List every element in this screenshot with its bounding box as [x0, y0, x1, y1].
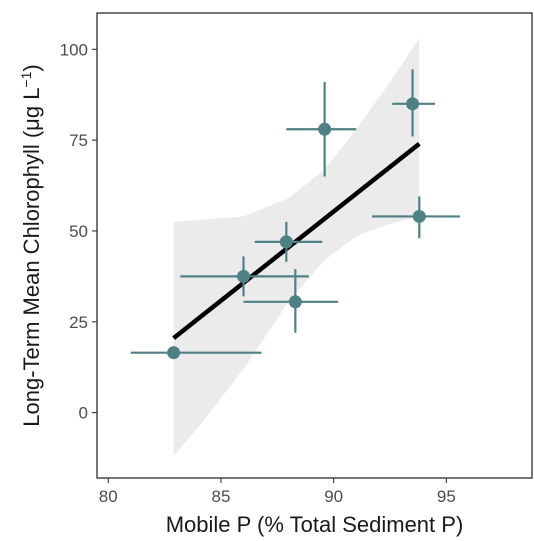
y-tick-label: 75: [69, 131, 88, 150]
x-axis-title: Mobile P (% Total Sediment P): [166, 512, 464, 537]
y-axis-title-close: ): [19, 64, 44, 71]
y-axis-title-main: Long-Term Mean Chlorophyll (μg L: [19, 88, 44, 427]
y-tick-label: 0: [79, 404, 88, 423]
confidence-band: [173, 38, 420, 457]
data-point-layer: [167, 97, 426, 360]
y-tick-label: 100: [60, 40, 88, 59]
plot-panel-border: [96, 12, 533, 479]
data-point: [279, 235, 293, 249]
axis-ticks-layer: 80 85 90 95 0 25 50 75 100: [60, 40, 456, 506]
data-point: [167, 346, 181, 360]
x-tick-label: 85: [212, 487, 231, 506]
data-point: [237, 269, 251, 283]
y-axis-title: Long-Term Mean Chlorophyll (μg L−1): [18, 64, 44, 426]
confidence-band-layer: [173, 38, 420, 457]
y-axis-title-superscript: −1: [18, 71, 34, 87]
x-tick-label: 90: [324, 487, 343, 506]
x-tick-label: 95: [437, 487, 456, 506]
data-point: [318, 122, 332, 136]
data-point: [412, 209, 426, 223]
data-point: [406, 97, 420, 111]
y-tick-label: 25: [69, 313, 88, 332]
x-tick-label: 80: [99, 487, 118, 506]
y-tick-label: 50: [69, 222, 88, 241]
data-point: [288, 295, 302, 309]
